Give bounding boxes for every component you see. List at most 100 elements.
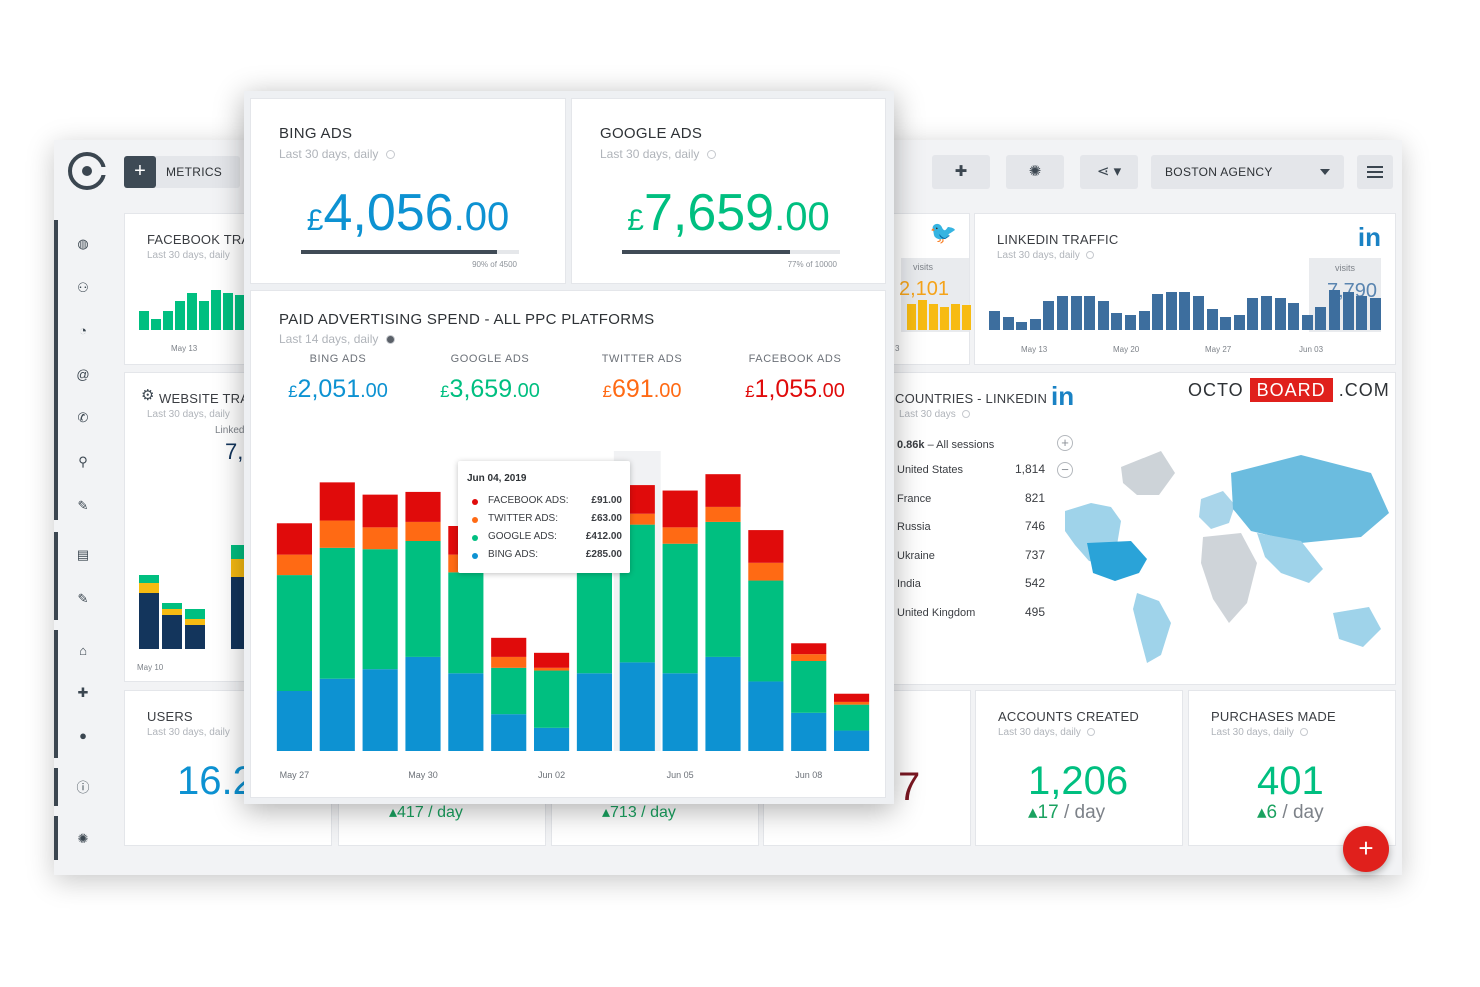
x-axis-label: May 10	[137, 663, 164, 672]
bar-segment-google-ads	[534, 670, 570, 728]
ppc-spend-card[interactable]: PAID ADVERTISING SPEND - ALL PPC PLATFOR…	[250, 290, 886, 798]
progress-track	[622, 250, 840, 254]
card-subtitle: Last 30 days, daily	[600, 147, 717, 161]
puzzle-icon[interactable]: ✚	[77, 685, 89, 700]
zoom-in-button[interactable]: +	[1057, 435, 1073, 451]
bar-segment-facebook-ads	[662, 490, 698, 528]
octoboard-brand: OCTO BOARD .COM	[1188, 378, 1390, 402]
map-united-states	[1087, 541, 1147, 581]
info-icon[interactable]: ⓘ	[76, 780, 90, 795]
bing-ads-spend: £2,051.00	[288, 375, 388, 403]
country-value: 737	[1024, 547, 1045, 562]
bug-icon[interactable]: ✺	[77, 831, 89, 846]
country-name: France	[897, 492, 932, 505]
linkedin-traffic-bar	[1233, 315, 1245, 330]
linkedin-traffic-card[interactable]: LINKEDIN TRAFFIC Last 30 days, daily in …	[974, 213, 1396, 365]
bar-segment-bing-ads	[576, 673, 612, 751]
bar-segment-google-ads	[576, 560, 612, 674]
map-africa	[1201, 533, 1257, 623]
facebook-traffic-bar	[139, 311, 149, 330]
countries-linkedin-card[interactable]: COUNTRIES - LINKEDIN Last 30 days in 0.8…	[854, 372, 1396, 685]
users-icon[interactable]: ⚇	[77, 280, 89, 295]
legend-swatch	[472, 517, 478, 523]
linkedin-traffic-bar	[1369, 298, 1381, 330]
x-tick-label: Jun 08	[795, 770, 822, 780]
bar-segment-bing-ads	[834, 730, 870, 751]
analytics-icon[interactable]: ◔	[79, 323, 87, 338]
bug-icon: ✺	[1028, 163, 1042, 180]
zoom-out-button[interactable]: −	[1057, 462, 1073, 478]
pen-icon[interactable]: ✎	[77, 498, 89, 513]
purchases-made-card[interactable]: PURCHASES MADE Last 30 days, daily 401 ▴…	[1188, 690, 1396, 846]
website-traffic-bar	[185, 625, 205, 649]
add-widget-fab[interactable]: +	[1343, 826, 1389, 872]
pin-icon[interactable]: ⚲	[78, 454, 88, 469]
bar-segment-twitter-ads	[405, 521, 441, 541]
linkedin-traffic-bar	[1329, 290, 1340, 330]
google-ads-card[interactable]: GOOGLE ADS Last 30 days, daily £7,659.00…	[571, 98, 886, 284]
gear-icon[interactable]: ⚙	[141, 387, 155, 404]
tooltip-series-value: £63.00	[591, 513, 622, 524]
card-subtitle: Last 30 days, daily	[279, 147, 396, 161]
linkedin-traffic-bar	[1193, 296, 1204, 330]
bar-segment-bing-ads	[619, 662, 655, 751]
linkedin-bar-chart	[989, 290, 1389, 330]
card-title: ACCOUNTS CREATED	[998, 709, 1139, 724]
linkedin-traffic-bar	[1179, 292, 1191, 330]
country-value: 1,814	[1014, 462, 1045, 476]
bar-segment-bing-ads	[791, 712, 827, 751]
ppc-stacked-bar-chart[interactable]: May 27 May 30 Jun 02 Jun 05 Jun 08	[251, 441, 887, 791]
bar-segment-twitter-ads	[662, 527, 698, 544]
phone-icon[interactable]: ✆	[77, 410, 89, 425]
bar-segment-facebook-ads	[534, 652, 570, 668]
globe-icon[interactable]: ◍	[77, 236, 89, 251]
add-metrics-button[interactable]: + METRICS	[124, 156, 240, 188]
bar-segment-twitter-ads	[791, 654, 827, 661]
integrations-button[interactable]: ✚	[932, 155, 990, 189]
country-name: United States	[897, 464, 964, 476]
twitter-traffic-bar	[918, 300, 927, 330]
platform-label: FACEBOOK ADS	[748, 353, 842, 365]
chart-tooltip: Jun 04, 2019 FACEBOOK ADS: £91.00 TWITTER …	[458, 461, 630, 573]
facebook-traffic-bar	[199, 300, 209, 330]
pen-icon[interactable]: ✎	[77, 591, 89, 606]
user-icon[interactable]: ●	[79, 728, 87, 743]
share-button[interactable]: ⋖ ▾	[1080, 155, 1138, 189]
facebook-traffic-bar	[163, 311, 173, 330]
tooltip-series-value: £91.00	[591, 495, 622, 506]
accounts-created-card[interactable]: ACCOUNTS CREATED Last 30 days, daily 1,2…	[975, 690, 1183, 846]
facebook-traffic-bar	[187, 292, 197, 330]
linkedin-traffic-bar	[1356, 296, 1368, 330]
legend-swatch	[472, 553, 478, 559]
legend-swatch	[472, 499, 478, 505]
card-subtitle: Last 30 days	[899, 409, 970, 420]
chevron-down-icon	[1320, 169, 1330, 175]
debug-button[interactable]: ✺	[1006, 155, 1064, 189]
visits-label: visits	[1335, 263, 1355, 273]
clipboard-icon[interactable]: ▤	[76, 547, 90, 562]
menu-button[interactable]	[1357, 155, 1393, 189]
linkedin-icon: in	[1051, 381, 1075, 411]
bing-ads-card[interactable]: BING ADS Last 30 days, daily £4,056.00 9…	[250, 98, 566, 284]
agency-select[interactable]: BOSTON AGENCY	[1151, 155, 1344, 189]
bank-icon[interactable]: ⌂	[79, 643, 87, 658]
facebook-traffic-bar	[175, 300, 185, 330]
facebook-bar-chart	[139, 290, 249, 330]
linkedin-traffic-bar	[1070, 296, 1082, 330]
bar-segment-google-ads	[705, 521, 741, 657]
purchases-made-value: 401	[1257, 759, 1324, 803]
card-subtitle: Last 30 days, daily	[997, 250, 1094, 261]
at-icon[interactable]: @	[76, 367, 90, 382]
bing-ads-total: £4,056.00	[306, 184, 510, 242]
card-title: PURCHASES MADE	[1211, 709, 1336, 724]
share-icon: ⋖ ▾	[1096, 163, 1122, 180]
bar-segment-twitter-ads	[319, 520, 355, 548]
linkedin-traffic-bar	[1084, 296, 1096, 330]
google-ads-total: £7,659.00	[627, 184, 830, 242]
per-day-rate: ▴6 / day	[1257, 802, 1324, 823]
linkedin-traffic-bar	[1274, 298, 1286, 330]
twitter-traffic-bar	[940, 307, 949, 330]
linkedin-icon: in	[1357, 222, 1381, 252]
card-title: GOOGLE ADS	[600, 125, 703, 142]
linkedin-traffic-bar	[989, 311, 1000, 330]
